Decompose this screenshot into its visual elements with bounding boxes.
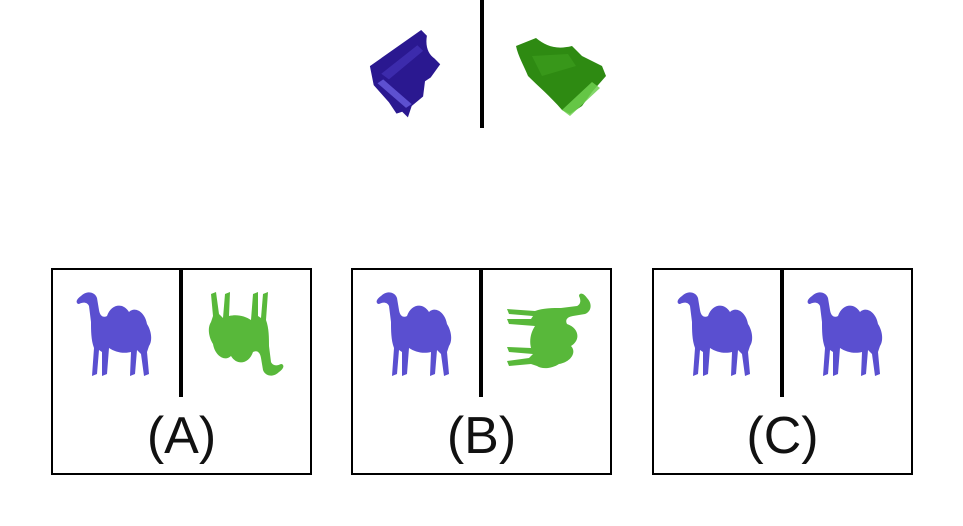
option-a[interactable]: (A) (51, 268, 312, 475)
option-label: (A) (146, 407, 217, 465)
reference-divider (480, 0, 484, 128)
camel-icon (376, 292, 452, 376)
option-label: (C) (746, 407, 819, 465)
option-divider (479, 270, 483, 397)
option-divider (780, 270, 784, 397)
camel-icon (807, 292, 883, 376)
option-divider (179, 270, 183, 397)
camel-icon (507, 293, 591, 369)
grand-piano-icon (369, 30, 441, 118)
camel-icon (76, 292, 152, 376)
grand-piano-icon (516, 38, 606, 116)
option-b[interactable]: (B) (351, 268, 612, 475)
camel-icon (208, 292, 284, 376)
option-c[interactable]: (C) (652, 268, 913, 475)
option-label: (B) (446, 407, 517, 465)
reference-pair (350, 0, 620, 130)
camel-icon (677, 292, 753, 376)
